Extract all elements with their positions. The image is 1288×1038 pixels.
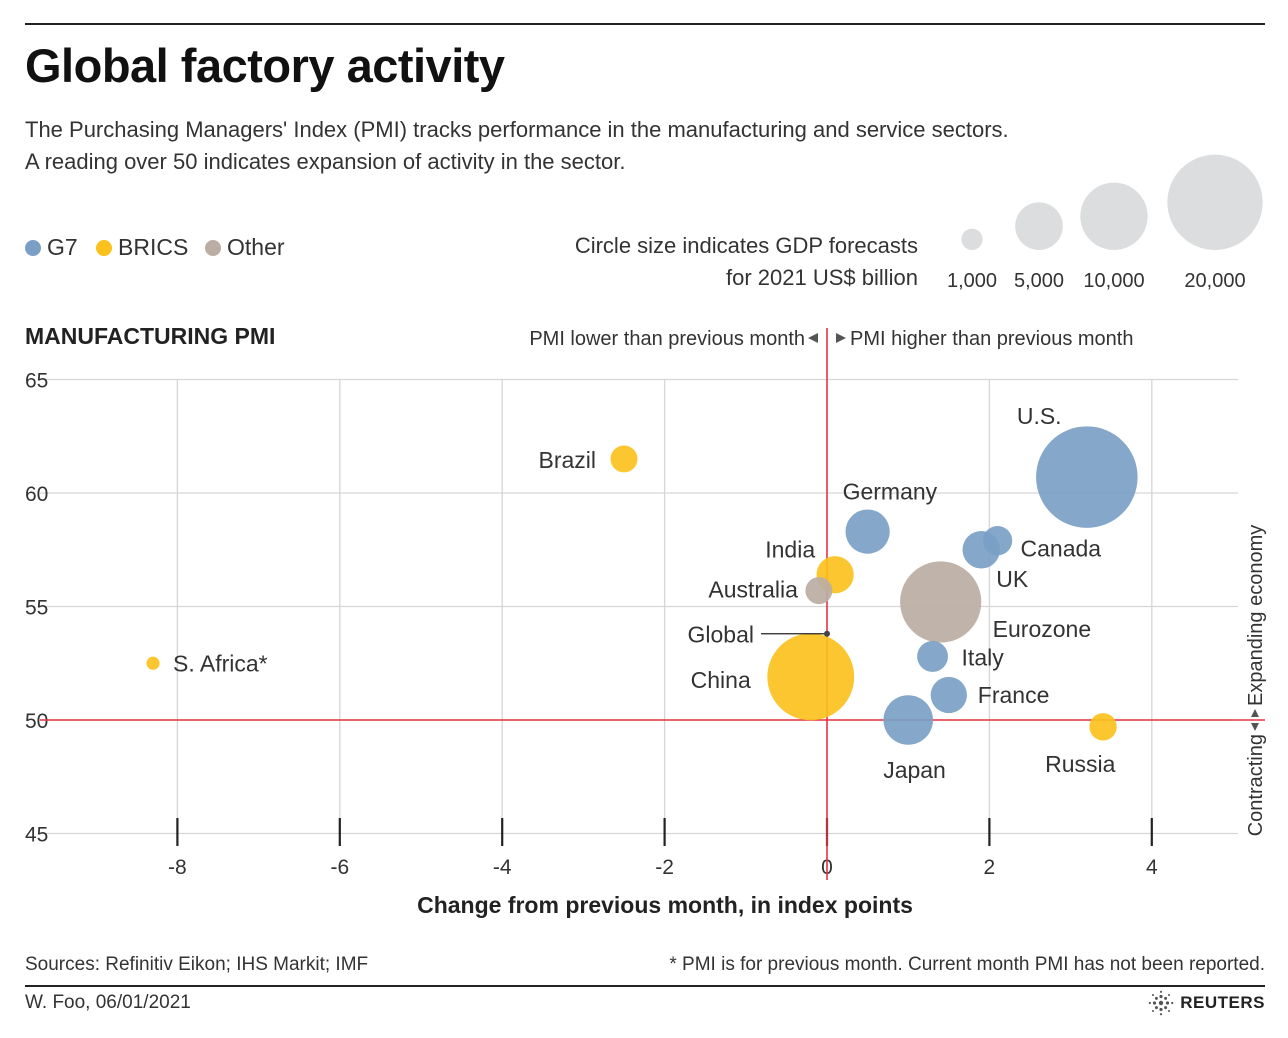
point-germany [845, 509, 890, 554]
point-brazil [610, 445, 638, 473]
point-label-u-s: U.S. [1017, 403, 1062, 429]
point-label-s-africa: S. Africa* [173, 650, 268, 676]
size-legend-label-1: 5,000 [1014, 270, 1064, 292]
x-axis-label: Change from previous month, in index poi… [417, 892, 913, 918]
size-note-line-1: Circle size indicates GDP forecasts [574, 233, 918, 258]
legend-item-g7: G7 [25, 234, 78, 261]
legend-label-other: Other [227, 234, 285, 260]
size-legend-circle-0 [961, 228, 983, 250]
arrow-down-icon [1251, 723, 1259, 731]
legend-item-brics: BRICS [96, 234, 188, 261]
point-label-italy: Italy [962, 644, 1005, 670]
y-tick-label-55: 55 [25, 597, 48, 620]
point-label-australia: Australia [708, 577, 798, 603]
y-tick-label-50: 50 [25, 710, 48, 733]
size-legend-note: Circle size indicates GDP forecasts for … [575, 230, 918, 294]
brics-swatch-icon [96, 239, 112, 256]
arrow-left-icon [808, 333, 818, 343]
brand-name: REUTERS [1180, 993, 1265, 1012]
top-rule [25, 23, 1265, 25]
legend-label-g7: G7 [47, 234, 78, 260]
legend-item-other: Other [205, 234, 285, 261]
footer-rule [25, 985, 1265, 987]
legend-label-brics: BRICS [118, 234, 189, 260]
y-tick-label-60: 60 [25, 483, 48, 506]
x-tick-label-6: 4 [1146, 856, 1158, 879]
subtitle-line-1: The Purchasing Managers' Index (PMI) tra… [25, 117, 1009, 142]
point-u-s [1036, 426, 1138, 528]
annotation-right: PMI higher than previous month [850, 328, 1134, 350]
point-label-canada: Canada [1021, 536, 1102, 562]
size-legend-circle-1 [1015, 202, 1063, 250]
chart-title: MANUFACTURING PMI [25, 323, 275, 349]
size-legend-circle-2 [1080, 182, 1148, 250]
reuters-logo-icon [1148, 990, 1174, 1016]
x-tick-label-0: -8 [168, 856, 187, 879]
point-label-russia: Russia [1045, 751, 1116, 777]
page-title: Global factory activity [25, 39, 505, 92]
g7-swatch-icon [25, 239, 41, 256]
x-tick-label-2: -4 [493, 856, 512, 879]
y-tick-label-45: 45 [25, 824, 48, 847]
arrow-up-icon [1251, 709, 1259, 717]
point-label-china: China [691, 667, 751, 693]
economy-axis-note: Expanding economy Contracting [1245, 525, 1267, 837]
point-label-france: France [978, 682, 1050, 708]
size-legend-circle-3 [1167, 154, 1263, 250]
point-s-africa [146, 656, 160, 670]
point-label-germany: Germany [843, 479, 938, 505]
point-italy [917, 640, 949, 672]
annotation-left: PMI lower than previous month [529, 328, 805, 350]
point-canada [982, 525, 1013, 556]
x-tick-label-1: -6 [330, 856, 349, 879]
x-tick-label-5: 2 [984, 856, 996, 879]
point-eurozone [900, 561, 982, 643]
point-label-brazil: Brazil [538, 447, 596, 473]
arrow-right-icon [836, 333, 846, 343]
point-label-india: India [765, 537, 815, 563]
footnote: * PMI is for previous month. Current mon… [669, 954, 1265, 975]
expanding-label: Expanding economy [1245, 525, 1267, 706]
size-legend-label-3: 20,000 [1184, 270, 1245, 292]
byline: W. Foo, 06/01/2021 [25, 992, 191, 1013]
point-label-global: Global [688, 622, 754, 648]
point-global [824, 630, 830, 637]
y-tick-label-65: 65 [25, 370, 48, 393]
size-note-line-2: for 2021 US$ billion [725, 265, 918, 290]
point-label-uk: UK [996, 566, 1029, 592]
other-swatch-icon [205, 239, 221, 256]
brand-logo: REUTERS [1148, 990, 1265, 1016]
point-france [930, 676, 967, 714]
point-japan [883, 695, 933, 745]
size-legend-label-2: 10,000 [1083, 270, 1144, 292]
contracting-label: Contracting [1245, 734, 1267, 836]
point-russia [1089, 713, 1117, 741]
point-australia [805, 577, 833, 605]
point-label-eurozone: Eurozone [993, 616, 1091, 642]
subtitle-line-2: A reading over 50 indicates expansion of… [25, 149, 626, 174]
sources-note: Sources: Refinitiv Eikon; IHS Markit; IM… [25, 954, 369, 975]
x-tick-label-3: -2 [655, 856, 674, 879]
point-china [767, 633, 855, 721]
point-label-japan: Japan [883, 757, 946, 783]
size-legend-label-0: 1,000 [947, 270, 997, 292]
